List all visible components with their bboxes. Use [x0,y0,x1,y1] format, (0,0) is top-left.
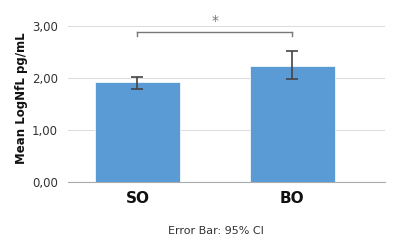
Y-axis label: Mean LogNfL pg/mL: Mean LogNfL pg/mL [15,33,28,164]
Text: Error Bar: 95% CI: Error Bar: 95% CI [168,226,264,236]
Text: *: * [211,14,218,28]
Bar [250,66,335,182]
Bar [95,82,180,182]
